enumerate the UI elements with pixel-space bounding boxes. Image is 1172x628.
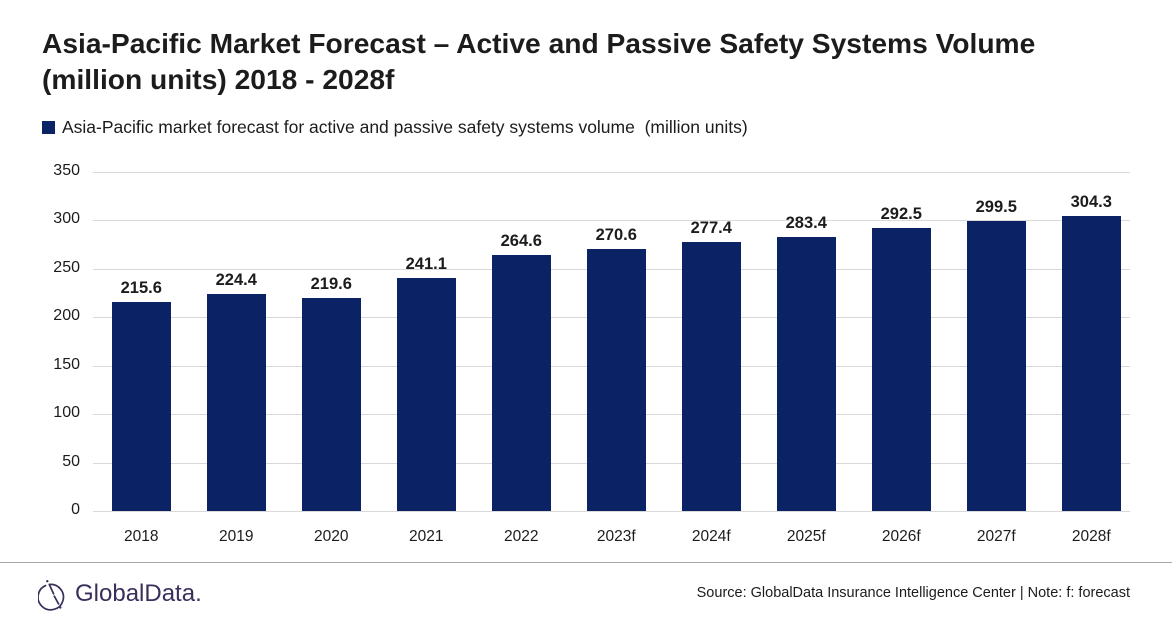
- svg-text:GlobalData.: GlobalData.: [75, 580, 202, 607]
